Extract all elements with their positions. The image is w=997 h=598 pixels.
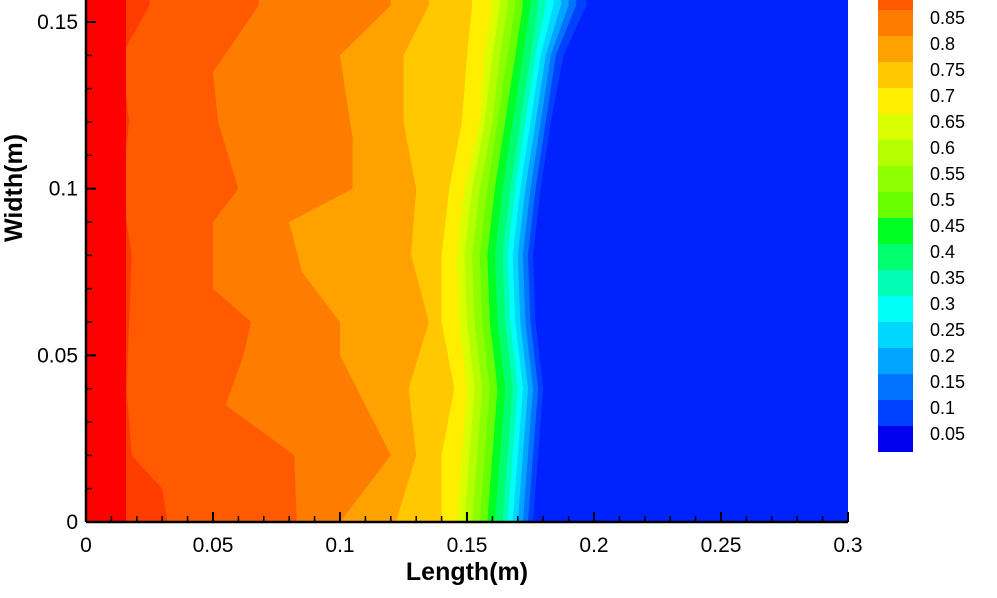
x-tick-label: 0.25 [701, 534, 742, 557]
x-tick-label: 0.15 [447, 534, 488, 557]
legend-label: 0.25 [930, 320, 965, 340]
legend-label: 0.7 [930, 86, 955, 106]
x-tick-label: 0.3 [833, 534, 862, 557]
y-tick-label: 0.15 [37, 11, 78, 34]
legend-label: 0.8 [930, 34, 955, 54]
color-legend: 0.85 0.8 0.75 0.7 0.65 0.6 0.55 0.5 0.45 0.4 0.35 0… [878, 0, 965, 452]
legend-swatch [878, 322, 913, 348]
x-tick-label: 0.05 [193, 534, 234, 557]
legend-label: 0.1 [930, 398, 955, 418]
x-axis-title: Length(m) [406, 558, 528, 586]
legend-swatch [878, 400, 913, 426]
y-axis-title: Width(m) [0, 134, 28, 242]
legend-swatch [878, 62, 913, 88]
legend-swatch [878, 244, 913, 270]
legend-swatch [878, 218, 913, 244]
legend-label: 0.75 [930, 60, 965, 80]
legend-label: 0.05 [930, 424, 965, 444]
y-tick-label: 0.05 [37, 344, 78, 367]
legend-label: 0.15 [930, 372, 965, 392]
legend-label: 0.65 [930, 112, 965, 132]
legend-label: 0.5 [930, 190, 955, 210]
legend-swatch [878, 114, 913, 140]
legend-label: 0.2 [930, 346, 955, 366]
legend-swatch [878, 192, 913, 218]
x-tick-label: 0.1 [325, 534, 354, 557]
legend-label: 0.35 [930, 268, 965, 288]
x-tick-label: 0.2 [579, 534, 608, 557]
legend-swatch [878, 10, 913, 36]
legend-swatch-top [878, 0, 913, 10]
legend-swatch [878, 36, 913, 62]
legend-label: 0.6 [930, 138, 955, 158]
y-tick-label: 0.1 [49, 178, 78, 201]
legend-swatch [878, 166, 913, 192]
legend-label: 0.4 [930, 242, 955, 262]
contour-field [86, 0, 848, 522]
legend-label: 0.45 [930, 216, 965, 236]
legend-swatch [878, 296, 913, 322]
y-tick-label: 0 [66, 511, 78, 534]
legend-swatch [878, 140, 913, 166]
legend-label: 0.55 [930, 164, 965, 184]
x-tick-label: 0 [80, 534, 92, 557]
legend-swatch [878, 426, 913, 452]
legend-swatch [878, 374, 913, 400]
legend-swatch [878, 270, 913, 296]
legend-label: 0.3 [930, 294, 955, 314]
contour-band-1 [86, 0, 126, 522]
legend-label: 0.85 [930, 8, 965, 28]
contour-band-0_9 [86, 0, 297, 522]
legend-swatch [878, 88, 913, 114]
axes: 0 0.05 0.1 0.15 0.2 0.25 0.3 0 0.05 0.1 0.15 [37, 0, 863, 557]
legend-swatch [878, 348, 913, 374]
